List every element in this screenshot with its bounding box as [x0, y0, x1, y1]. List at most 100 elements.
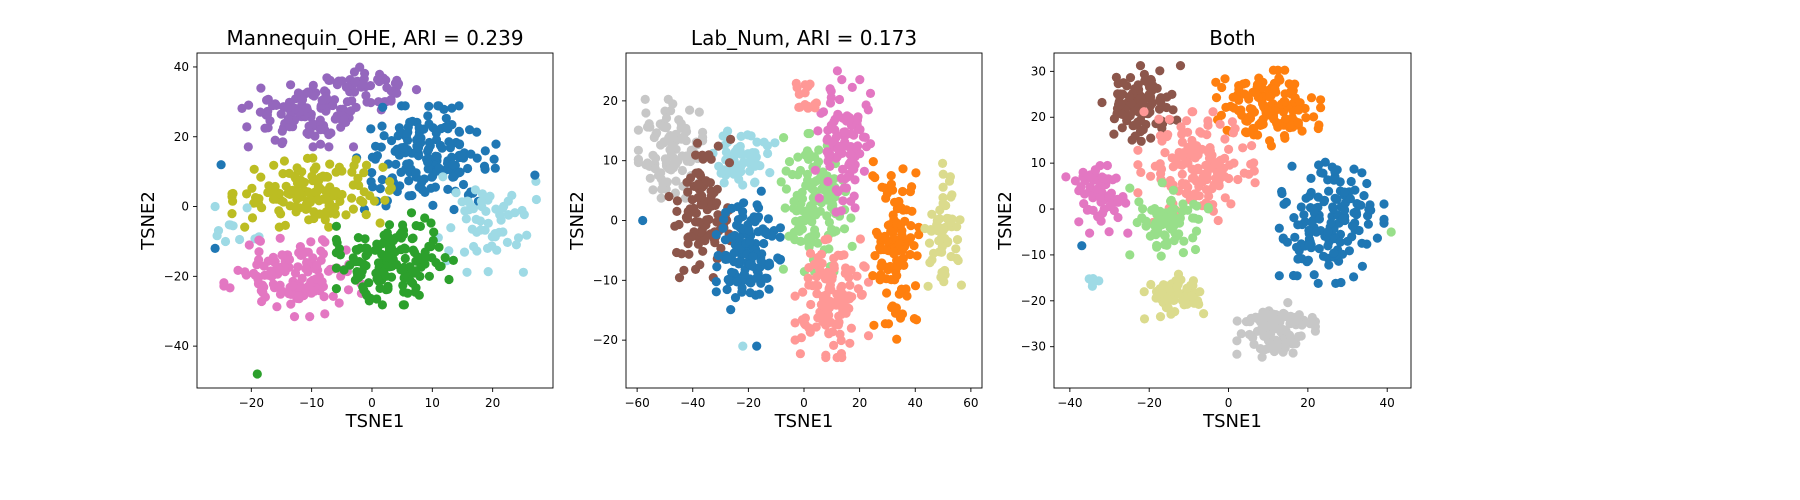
data-point	[413, 252, 423, 262]
data-point	[727, 203, 737, 213]
data-point	[905, 249, 915, 260]
y-tick-label: −40	[164, 339, 189, 353]
data-point	[818, 167, 828, 177]
data-point	[823, 193, 833, 203]
data-point	[723, 274, 733, 285]
data-point	[1316, 168, 1326, 178]
data-point	[1328, 204, 1338, 214]
y-tick-label: 40	[174, 60, 189, 74]
data-point	[800, 320, 810, 330]
points-layer	[633, 66, 967, 363]
data-point	[1316, 103, 1326, 113]
data-point	[355, 62, 365, 72]
data-point	[308, 119, 318, 129]
data-point	[1140, 76, 1150, 86]
data-point	[1177, 169, 1187, 179]
data-point	[939, 277, 949, 287]
data-point	[399, 300, 409, 310]
data-point	[1238, 79, 1248, 89]
data-point	[720, 235, 731, 245]
data-point	[690, 217, 701, 227]
data-point	[1242, 116, 1252, 126]
data-point	[1102, 160, 1112, 171]
data-point	[791, 78, 801, 88]
data-point	[492, 245, 502, 255]
data-point	[1157, 178, 1167, 188]
data-point	[1293, 118, 1303, 128]
data-point	[341, 210, 351, 220]
data-point	[1159, 230, 1169, 240]
data-point	[444, 246, 454, 256]
data-point	[1216, 110, 1226, 120]
data-point	[466, 149, 476, 159]
data-point	[951, 244, 961, 254]
data-point	[1274, 271, 1284, 281]
data-point	[1157, 288, 1167, 298]
data-point	[1282, 237, 1292, 247]
data-point	[1155, 131, 1165, 141]
data-point	[304, 215, 314, 225]
data-point	[454, 168, 464, 178]
data-point	[850, 203, 860, 213]
data-point	[1109, 129, 1119, 139]
data-point	[773, 253, 783, 263]
data-point	[1280, 133, 1290, 143]
data-point	[859, 166, 870, 176]
data-point	[420, 213, 430, 223]
data-point	[668, 153, 679, 163]
data-point	[911, 315, 922, 325]
y-tick-label: −20	[593, 333, 618, 347]
data-point	[358, 259, 368, 269]
data-point	[1134, 197, 1144, 207]
y-axis-label: TSNE2	[567, 191, 588, 251]
data-point	[764, 258, 774, 268]
data-point	[255, 107, 265, 117]
data-point	[795, 216, 805, 226]
data-point	[489, 154, 499, 164]
data-point	[262, 110, 272, 120]
data-point	[672, 206, 682, 216]
data-point	[348, 142, 359, 152]
data-point	[485, 191, 495, 201]
data-point	[835, 141, 845, 151]
data-point	[886, 171, 896, 181]
data-point	[323, 266, 334, 276]
data-point	[1354, 225, 1364, 236]
data-point	[685, 173, 696, 183]
data-point	[243, 142, 253, 152]
data-point	[683, 187, 693, 197]
data-point	[225, 283, 235, 293]
data-point	[1357, 238, 1367, 248]
data-point	[945, 172, 956, 182]
data-point	[463, 163, 473, 174]
data-point	[320, 309, 330, 319]
data-point	[1130, 131, 1140, 141]
data-point	[319, 292, 329, 302]
data-point	[1295, 98, 1305, 108]
data-point	[1269, 114, 1279, 124]
data-point	[1203, 120, 1213, 130]
data-point	[491, 139, 501, 149]
data-point	[271, 100, 281, 110]
data-point	[1318, 251, 1329, 261]
data-point	[638, 215, 648, 226]
data-point	[847, 241, 857, 251]
y-tick-label: 0	[610, 214, 618, 228]
data-point	[1306, 217, 1317, 227]
data-point	[279, 156, 289, 166]
x-tick-label: −20	[736, 396, 761, 410]
data-point	[308, 153, 318, 163]
data-point	[404, 191, 414, 201]
data-point	[309, 165, 319, 175]
data-point	[822, 267, 832, 277]
data-point	[1313, 278, 1323, 288]
data-point	[1192, 190, 1202, 200]
data-point	[1070, 176, 1080, 186]
data-point	[1281, 197, 1291, 207]
data-point	[1125, 250, 1135, 260]
data-point	[281, 181, 291, 191]
data-point	[1187, 107, 1197, 117]
data-point	[1115, 99, 1126, 110]
data-point	[810, 99, 820, 109]
data-point	[1077, 241, 1087, 251]
